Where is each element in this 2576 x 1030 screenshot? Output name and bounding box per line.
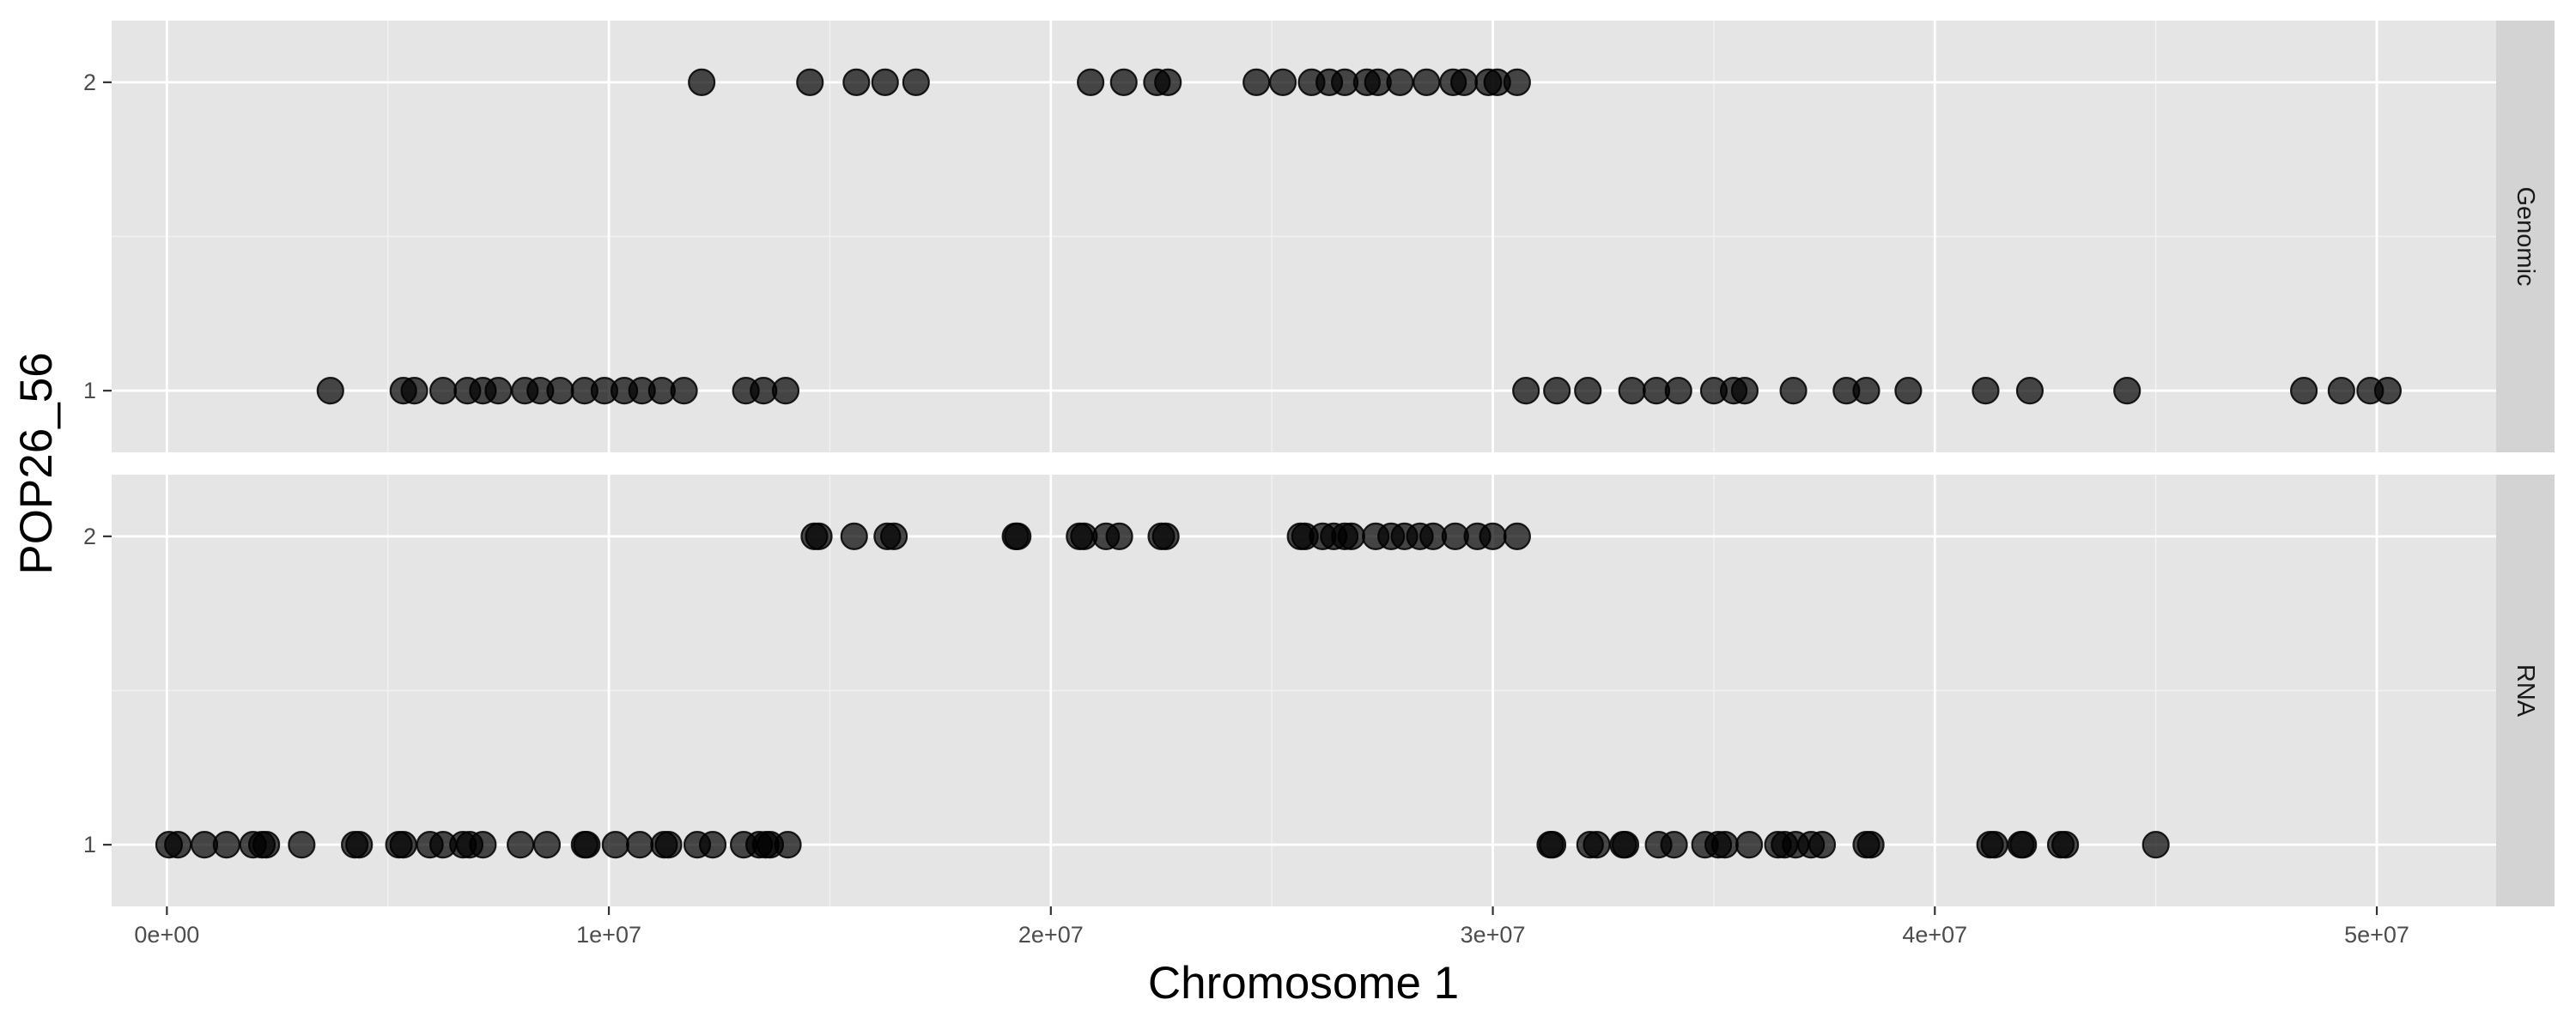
data-point [1512,377,1540,405]
data-point [2051,831,2080,859]
y-tick-label: 2 [83,70,96,95]
data-point [879,522,908,550]
data-point [902,68,930,96]
data-point [2015,377,2044,405]
data-point [1856,831,1885,859]
data-point [871,68,899,96]
data-point [1004,522,1032,550]
data-point [1779,377,1807,405]
data-point [654,831,683,859]
data-point [389,831,417,859]
data-point [345,831,374,859]
x-tick-label: 2e+07 [1018,922,1084,948]
data-point [774,831,802,859]
x-tick-label: 3e+07 [1461,922,1526,948]
data-point [2113,377,2142,405]
data-point [840,522,868,550]
data-point [771,377,800,405]
y-tick-label: 1 [83,378,96,403]
data-point [1386,68,1414,96]
data-point [601,831,629,859]
y-tick-label: 2 [83,524,96,549]
data-point [573,831,601,859]
data-point [252,831,281,859]
data-point [484,377,513,405]
data-point [2289,377,2318,405]
data-point [316,377,344,405]
facet-strip [2496,475,2555,906]
data-point [1538,831,1567,859]
data-point [532,831,562,859]
data-point [626,831,654,859]
data-point [1660,831,1688,859]
data-point [1109,68,1138,96]
data-point [212,831,240,859]
panels-layer: Genomic RNA [112,21,2555,906]
facet-strip-label: Genomic [2512,186,2539,286]
data-point [400,377,428,405]
y-tick-label: 1 [83,832,96,857]
data-point [1503,522,1531,550]
data-point [1807,831,1837,859]
data-point [1242,68,1271,96]
data-point [1154,68,1182,96]
data-point [546,377,574,405]
data-point [670,377,698,405]
data-point [1479,522,1507,550]
data-point [1735,831,1764,859]
facet-panel-genomic: Genomic [112,21,2555,452]
data-point [1077,68,1105,96]
data-point [1980,831,2008,859]
facet-panel-rna: RNA [112,475,2555,906]
data-point [1543,377,1571,405]
facet-strip-label: RNA [2512,664,2539,718]
x-tick-label: 1e+07 [576,922,641,948]
data-point [1618,377,1646,405]
data-point [1894,377,1923,405]
data-point [2373,377,2402,405]
axes-layer: 1 2 1 2 0e+00 1e+07 2e+07 3e+07 4e+07 5e+07 [83,70,2409,948]
data-point [469,831,497,859]
data-point [1268,68,1297,96]
data-point [1611,831,1640,859]
data-point [1413,68,1441,96]
data-point [2327,377,2355,405]
data-point [1151,522,1180,550]
data-point [1971,377,2000,405]
data-point [507,831,535,859]
data-point [164,831,192,859]
x-tick-label: 5e+07 [2344,922,2409,948]
data-point [1337,522,1365,550]
data-point [805,522,833,550]
data-point [1105,522,1133,550]
data-point [1503,68,1531,96]
data-point [1664,377,1692,405]
data-point [1583,831,1611,859]
data-point [428,377,458,405]
data-point [698,831,727,859]
x-tick-label: 0e+00 [134,922,199,948]
data-point [796,68,824,96]
data-point [288,831,316,859]
data-point [688,68,716,96]
x-tick-label: 4e+07 [1902,922,1967,948]
data-point [1730,377,1759,405]
data-point [2142,831,2170,859]
x-axis-title: Chromosome 1 [1148,958,1459,1009]
data-point [1710,831,1739,859]
facet-strip [2496,21,2555,452]
data-point [2009,831,2038,859]
data-point [1852,377,1880,405]
y-axis-title: POP26_56 [11,352,62,574]
data-point [1449,68,1479,96]
data-point [842,68,871,96]
data-point [1574,377,1602,405]
